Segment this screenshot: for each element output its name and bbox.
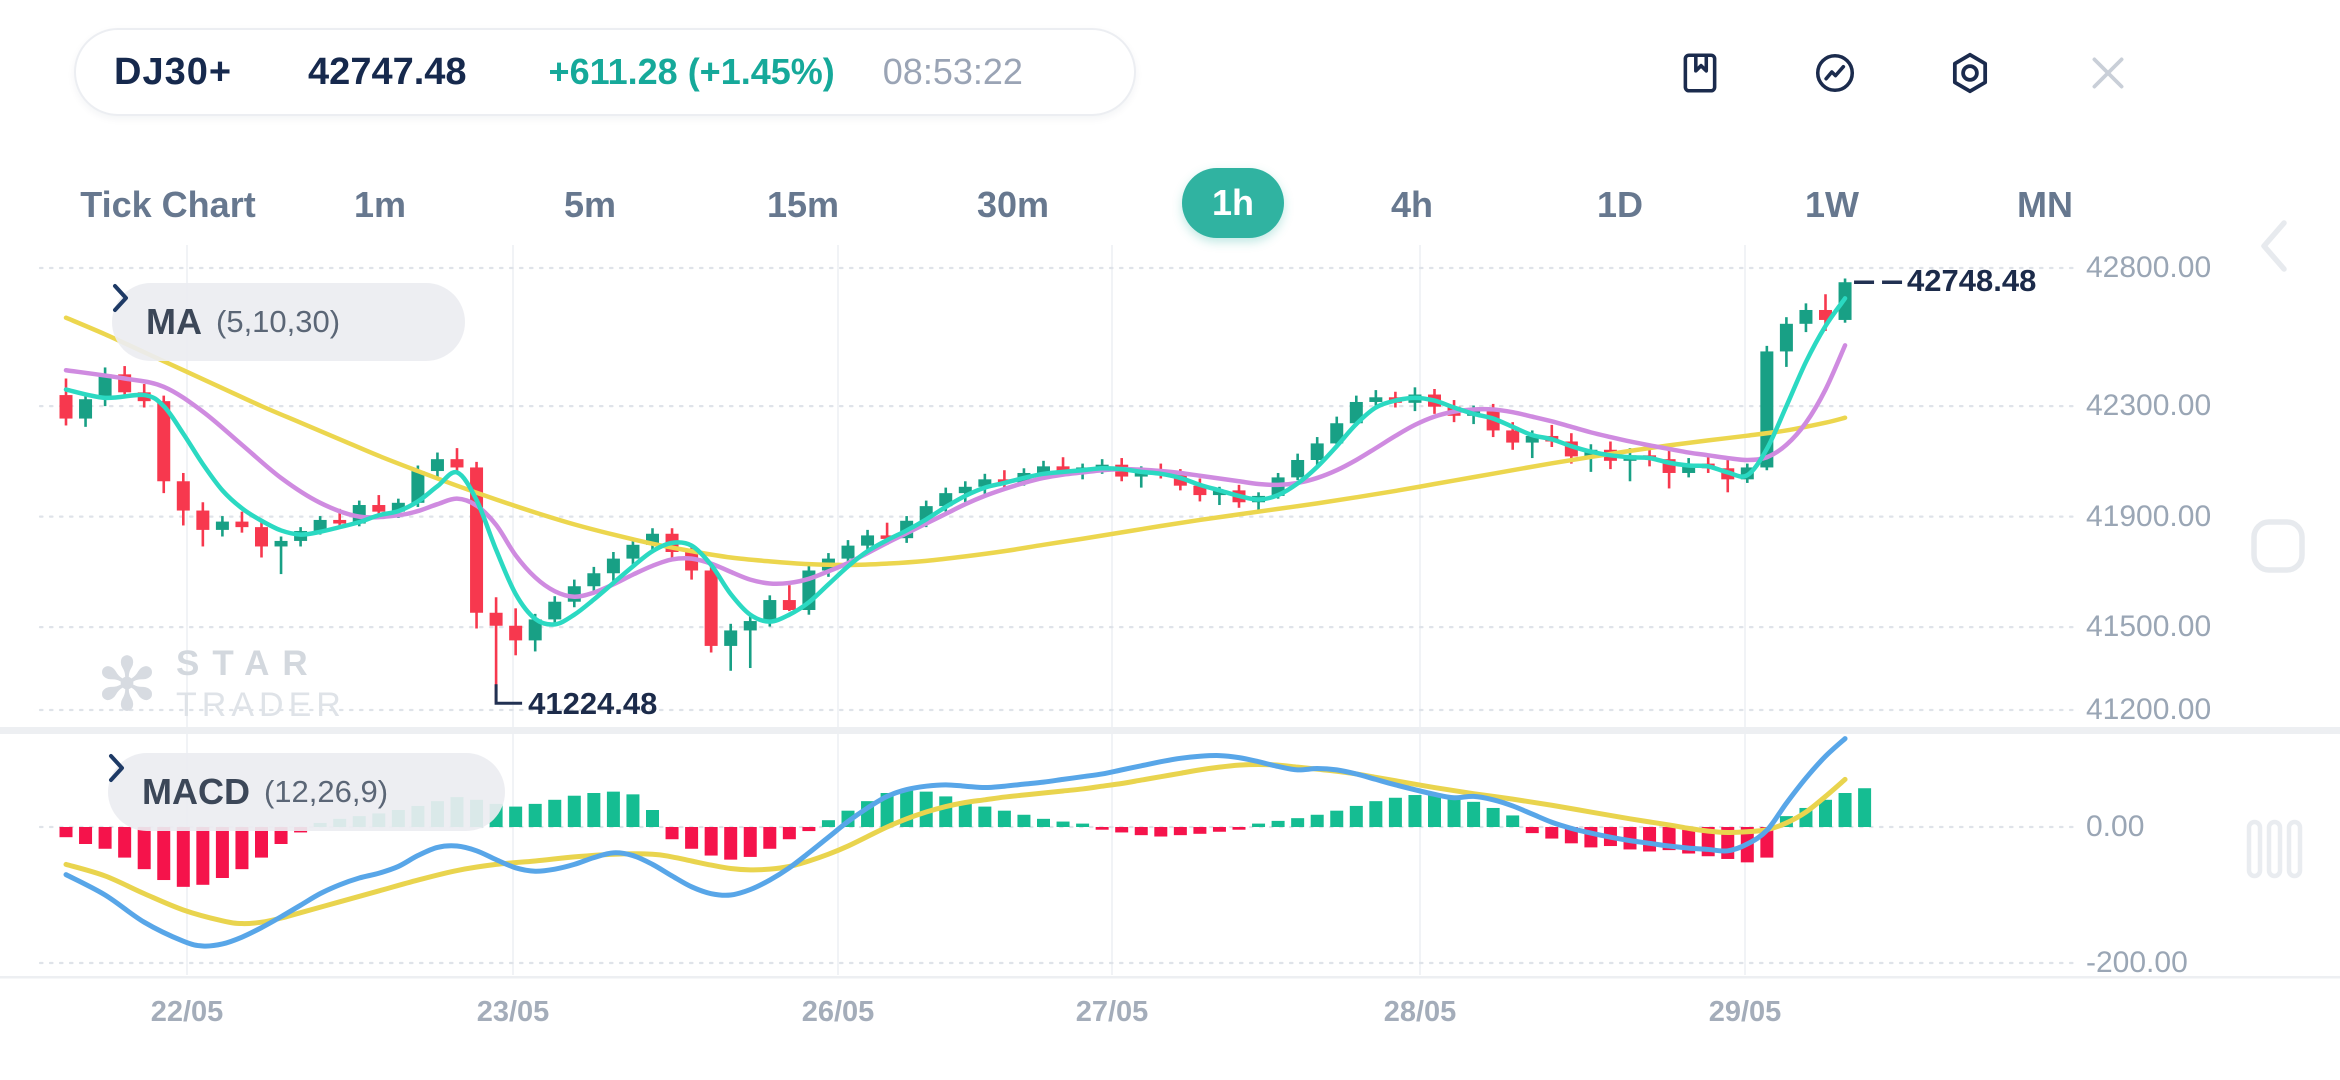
price-axis-tick: 42300.00 xyxy=(2086,389,2212,423)
fullscreen-square-icon[interactable] xyxy=(2250,518,2306,574)
tab-4h[interactable]: 4h xyxy=(1390,184,1434,225)
drawer-handle-bars-icon[interactable] xyxy=(2246,818,2304,880)
quote-time: 08:53:22 xyxy=(882,51,1023,92)
tab-5m[interactable]: 5m xyxy=(563,184,617,225)
symbol-summary-pill[interactable]: DJ30+ 42747.48 +611.28 (+1.45%) 08:53:22 xyxy=(74,28,1136,116)
star-logo-icon: ✻ xyxy=(96,642,159,726)
trend-line-icon[interactable] xyxy=(1812,50,1858,96)
close-icon[interactable] xyxy=(2085,50,2131,96)
ma-indicator-pill[interactable]: MA (5,10,30) xyxy=(112,283,465,361)
macd-indicator-pill[interactable]: MACD (12,26,9) xyxy=(108,753,505,831)
price-axis-tick: 41200.00 xyxy=(2086,693,2212,726)
date-axis-tick: 27/05 xyxy=(1075,996,1149,1028)
price-axis-tick: 41900.00 xyxy=(2086,499,2212,533)
price-axis-tick: 41500.00 xyxy=(2086,610,2212,644)
chevron-right-icon xyxy=(113,284,128,312)
macd-indicator-params: (12,26,9) xyxy=(263,774,389,809)
tab-1d[interactable]: 1D xyxy=(1596,184,1644,225)
tab-mn[interactable]: MN xyxy=(2017,184,2073,225)
macd-axis-tick: 0.00 xyxy=(2086,810,2145,843)
last-price: 42747.48 xyxy=(308,50,467,93)
chevron-right-icon xyxy=(109,754,124,782)
tab-1w[interactable]: 1W xyxy=(1805,184,1859,225)
date-axis-tick: 23/05 xyxy=(476,996,550,1028)
tab-30m[interactable]: 30m xyxy=(976,184,1050,225)
date-axis-tick: 29/05 xyxy=(1708,996,1782,1028)
tab-tick-chart[interactable]: Tick Chart xyxy=(80,184,256,225)
current-price-label: 42748.48 xyxy=(1907,263,2037,299)
ma-indicator-params: (5,10,30) xyxy=(216,304,341,339)
price-change: +611.28 (+1.45%) xyxy=(548,51,835,92)
bookmark-icon[interactable] xyxy=(1677,50,1723,96)
date-axis-tick: 26/05 xyxy=(801,996,875,1028)
tab-15m[interactable]: 15m xyxy=(766,184,840,225)
watermark-line1: STAR xyxy=(176,644,321,683)
tab-1m[interactable]: 1m xyxy=(353,184,407,225)
collapse-panel-chevron-icon[interactable] xyxy=(2256,218,2292,274)
macd-axis-tick: -200.00 xyxy=(2086,946,2188,979)
symbol-name: DJ30+ xyxy=(114,50,233,93)
date-axis-tick: 28/05 xyxy=(1383,996,1457,1028)
date-axis-tick: 22/05 xyxy=(150,996,224,1028)
price-axis-tick: 42800.00 xyxy=(2086,251,2212,284)
session-low-label: 41224.48 xyxy=(528,686,658,722)
watermark-line2: TRADER xyxy=(176,686,346,724)
ma-indicator-name: MA xyxy=(146,301,202,342)
tab-1h[interactable]: 1h xyxy=(1181,168,1285,238)
macd-indicator-name: MACD xyxy=(142,771,250,812)
brand-watermark: ✻ STAR TRADER xyxy=(96,644,346,725)
settings-icon[interactable] xyxy=(1947,50,1993,96)
